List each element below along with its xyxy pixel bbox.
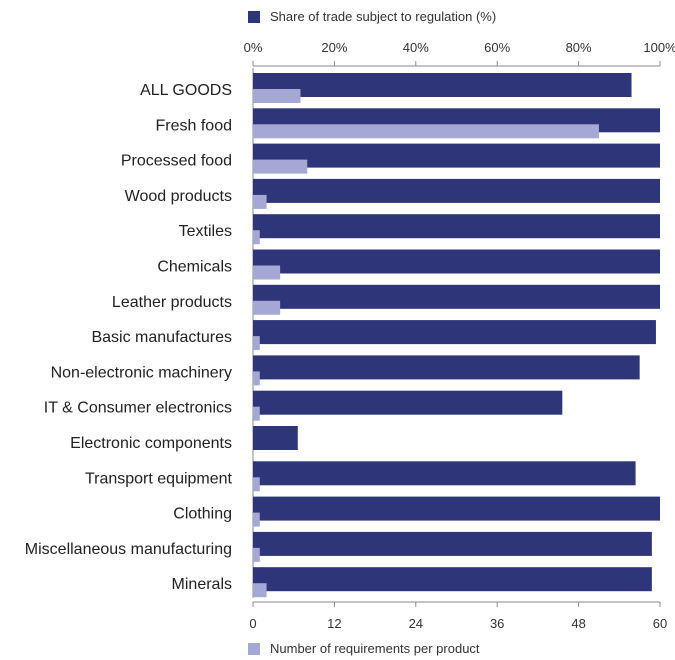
bottom-axis-tick-label: 24 [409,616,423,631]
bar-share-basic-manufactures [253,320,656,345]
legend-label-requirements: Number of requirements per product [270,641,480,656]
legend-top: Share of trade subject to regulation (%) [248,9,496,24]
category-label-textiles: Textiles [179,223,232,240]
bar-requirements-transport-equipment [253,477,260,492]
category-label-non-electronic-machinery: Non-electronic machinery [51,364,232,381]
bar-requirements-all-goods [253,89,301,103]
category-label-leather-products: Leather products [112,294,232,311]
legend-swatch-requirements [248,642,260,655]
category-label-fresh-food: Fresh food [156,117,232,134]
bar-requirements-minerals [253,583,267,598]
category-label-electronic-components: Electronic components [70,435,232,452]
bar-share-non-electronic-machinery [253,355,640,380]
bar-requirements-miscellaneous-manufacturing [253,547,260,562]
legend-swatch-share [248,10,260,23]
bottom-axis-tick-label: 60 [653,616,667,631]
bar-share-chemicals [253,249,660,274]
bar-requirements-chemicals [253,265,281,280]
bar-share-wood-products [253,178,660,203]
legend-label-share: Share of trade subject to regulation (%) [270,9,497,24]
bar-share-electronic-components [253,426,298,450]
bar-share-all-goods [253,73,632,97]
bottom-axis-tick-label: 48 [571,616,585,631]
category-label-all-goods: ALL GOODS [140,82,232,99]
bar-requirements-fresh-food [253,124,599,139]
category-label-transport-equipment: Transport equipment [85,470,233,487]
bottom-axis-tick-label: 0 [249,616,256,631]
bar-requirements-leather-products [253,300,281,315]
bar-requirements-textiles [253,230,260,245]
bar-share-clothing [253,496,660,521]
bar-share-it-and-consumer-electronics [253,390,563,415]
category-label-basic-manufactures: Basic manufactures [91,329,232,346]
bar-share-miscellaneous-manufacturing [253,531,652,556]
top-axis-tick-label: 60% [484,40,510,55]
bar-share-processed-food [253,143,660,168]
top-axis-tick-label: 20% [321,40,347,55]
top-axis-tick-label: 0% [244,40,263,55]
category-label-processed-food: Processed food [121,153,232,170]
top-axis-tick-label: 80% [566,40,592,55]
bar-requirements-clothing [253,512,260,527]
bar-requirements-wood-products [253,194,267,209]
bar-requirements-processed-food [253,159,308,174]
bar-share-transport-equipment [253,461,636,486]
category-label-wood-products: Wood products [125,188,232,205]
category-label-miscellaneous-manufacturing: Miscellaneous manufacturing [25,541,232,558]
legend-bottom: Number of requirements per product [248,641,480,656]
bottom-axis-tick-label: 36 [490,616,504,631]
top-axis-tick-label: 40% [403,40,429,55]
bar-requirements-it-and-consumer-electronics [253,406,260,421]
bar-requirements-non-electronic-machinery [253,371,260,386]
category-label-chemicals: Chemicals [157,259,232,276]
category-label-clothing: Clothing [173,506,232,523]
bar-requirements-basic-manufactures [253,336,260,351]
bar-share-leather-products [253,284,660,309]
category-label-minerals: Minerals [172,576,232,593]
bar-share-minerals [253,567,652,592]
bar-share-textiles [253,214,660,239]
bottom-axis-tick-label: 12 [327,616,341,631]
category-label-it-and-consumer-electronics: IT & Consumer electronics [44,400,232,417]
top-axis-tick-label: 100% [643,40,675,55]
